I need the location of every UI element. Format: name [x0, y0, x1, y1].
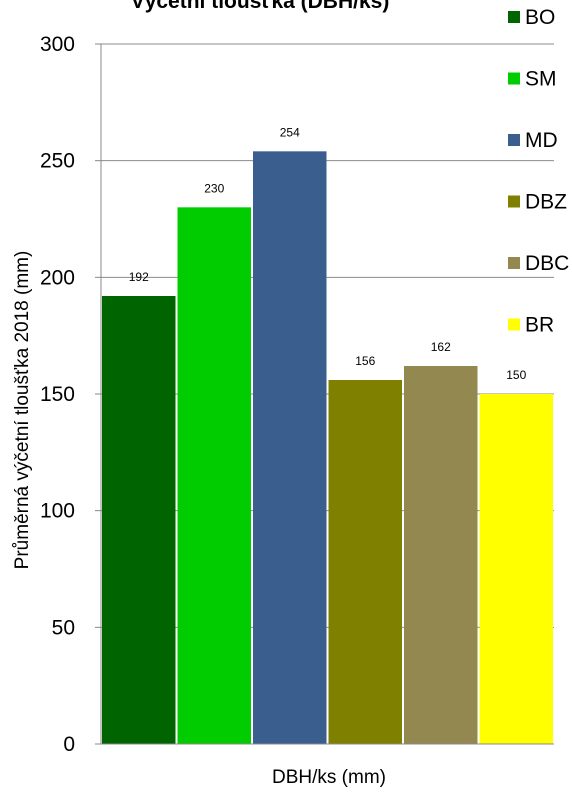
legend-swatch-dbc [508, 257, 520, 269]
gridlines [101, 43, 554, 628]
data-label-dbc: 162 [431, 340, 451, 354]
legend-label-sm: SM [525, 68, 557, 91]
bar-bo [102, 296, 176, 744]
bar-dbc [404, 366, 478, 744]
data-label-dbz: 156 [355, 354, 375, 368]
bar-br [479, 394, 553, 744]
legend-swatch-md [508, 134, 520, 146]
data-label-sm: 230 [204, 181, 224, 195]
legend-label-dbc: DBC [525, 252, 569, 275]
bar-dbz [328, 380, 402, 744]
legend-swatch-dbz [508, 195, 520, 208]
y-tick-labels: 0 50 100 150 200 250 300 [40, 33, 101, 756]
y-tick-label: 100 [40, 500, 75, 523]
bar-sm [177, 207, 251, 745]
legend-swatch-sm [508, 72, 520, 85]
y-tick-label: 200 [40, 266, 75, 289]
legend: BO SM MD DBZ DBC BR [508, 6, 569, 337]
x-axis-title: DBH/ks (mm) [272, 767, 386, 788]
legend-label-md: MD [525, 129, 558, 152]
legend-swatch-br [508, 318, 520, 331]
data-labels: 192 230 254 156 162 150 [129, 125, 527, 382]
y-tick-label: 50 [52, 616, 75, 639]
data-label-bo: 192 [129, 270, 149, 284]
y-tick-label: 150 [40, 383, 75, 406]
chart-title: Výčetní tloušťka (DBH/ks) [131, 0, 390, 13]
y-axis-title: Průměrná výčetní tloušťka 2018 (mm) [12, 251, 33, 570]
legend-swatch-bo [508, 11, 520, 23]
data-label-br: 150 [506, 368, 526, 382]
data-label-md: 254 [280, 125, 300, 139]
legend-label-bo: BO [525, 6, 555, 29]
y-tick-label: 300 [40, 33, 75, 56]
y-tick-label: 250 [40, 150, 75, 173]
bars [102, 151, 553, 745]
bar-md [253, 151, 327, 745]
legend-label-br: BR [525, 314, 554, 337]
y-tick-label: 0 [63, 733, 75, 756]
legend-label-dbz: DBZ [525, 191, 567, 214]
